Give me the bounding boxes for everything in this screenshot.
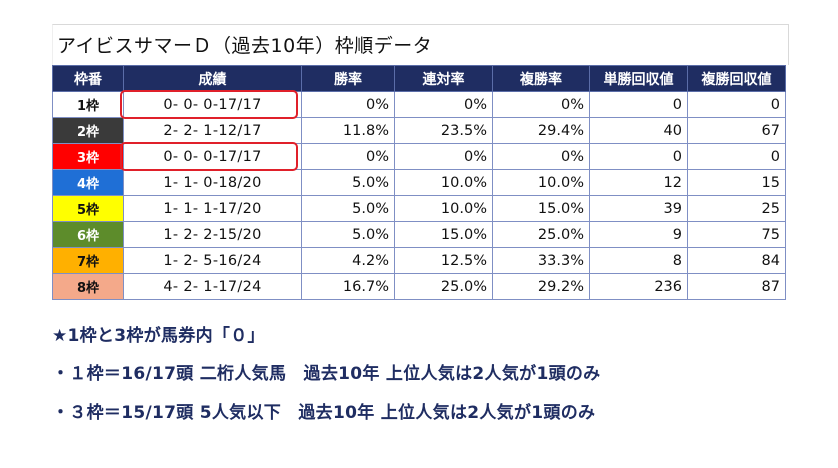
win-rate-cell: 4.2%: [301, 247, 395, 274]
table-row: 5枠 1- 1- 1-17/20 5.0% 10.0% 15.0% 39 25: [52, 195, 786, 222]
table-row: 3枠 0- 0- 0-17/17 0% 0% 0% 0 0: [52, 143, 786, 170]
tansho-return-cell: 8: [589, 247, 688, 274]
header-rentai-rate: 連対率: [394, 65, 493, 92]
table-row: 8枠 4- 2- 1-17/24 16.7% 25.0% 29.2% 236 8…: [52, 273, 786, 300]
header-win-rate: 勝率: [301, 65, 395, 92]
table-row: 7枠 1- 2- 5-16/24 4.2% 12.5% 33.3% 8 84: [52, 247, 786, 274]
fukusho-return-cell: 0: [687, 91, 786, 118]
page-title: アイビスサマーＤ（過去10年）枠順データ: [57, 35, 433, 57]
header-record: 成績: [123, 65, 302, 92]
fukusho-rate-cell: 25.0%: [492, 221, 590, 248]
rentai-rate-cell: 0%: [394, 91, 493, 118]
tansho-return-cell: 0: [589, 143, 688, 170]
record-cell: 2- 2- 1-12/17: [123, 117, 302, 144]
rentai-rate-cell: 23.5%: [394, 117, 493, 144]
title-box: [52, 24, 789, 65]
rentai-rate-cell: 0%: [394, 143, 493, 170]
fukusho-rate-cell: 0%: [492, 91, 590, 118]
fukusho-rate-cell: 10.0%: [492, 169, 590, 196]
highlight-box-waku3: [120, 142, 298, 171]
waku-cell: 1枠: [52, 91, 124, 118]
win-rate-cell: 11.8%: [301, 117, 395, 144]
fukusho-return-cell: 87: [687, 273, 786, 300]
rentai-rate-cell: 12.5%: [394, 247, 493, 274]
header-fukusho-return: 複勝回収値: [687, 65, 786, 92]
header-waku: 枠番: [52, 65, 124, 92]
fukusho-rate-cell: 15.0%: [492, 195, 590, 222]
tansho-return-cell: 40: [589, 117, 688, 144]
note-waku1: ・１枠＝16/17頭 二桁人気馬 過去10年 上位人気は2人気が1頭のみ: [52, 364, 601, 384]
header-fukusho-rate: 複勝率: [492, 65, 590, 92]
fukusho-return-cell: 84: [687, 247, 786, 274]
fukusho-return-cell: 25: [687, 195, 786, 222]
record-cell: 1- 2- 2-15/20: [123, 221, 302, 248]
note-headline: ★1枠と3枠が馬券内「０」: [52, 326, 265, 346]
tansho-return-cell: 9: [589, 221, 688, 248]
win-rate-cell: 16.7%: [301, 273, 395, 300]
fukusho-rate-cell: 29.2%: [492, 273, 590, 300]
waku-data-table: 枠番 成績 勝率 連対率 複勝率 単勝回収値 複勝回収値 1枠 0- 0- 0-…: [52, 65, 786, 300]
fukusho-rate-cell: 0%: [492, 143, 590, 170]
header-tansho-return: 単勝回収値: [589, 65, 688, 92]
table-row: 6枠 1- 2- 2-15/20 5.0% 15.0% 25.0% 9 75: [52, 221, 786, 248]
waku-cell: 2枠: [52, 117, 124, 144]
win-rate-cell: 5.0%: [301, 221, 395, 248]
tansho-return-cell: 0: [589, 91, 688, 118]
waku-cell: 4枠: [52, 169, 124, 196]
waku-cell: 5枠: [52, 195, 124, 222]
table-header-row: 枠番 成績 勝率 連対率 複勝率 単勝回収値 複勝回収値: [52, 65, 786, 92]
fukusho-rate-cell: 29.4%: [492, 117, 590, 144]
waku-cell: 6枠: [52, 221, 124, 248]
rentai-rate-cell: 15.0%: [394, 221, 493, 248]
tansho-return-cell: 39: [589, 195, 688, 222]
fukusho-return-cell: 0: [687, 143, 786, 170]
win-rate-cell: 5.0%: [301, 195, 395, 222]
rentai-rate-cell: 10.0%: [394, 169, 493, 196]
waku-cell: 3枠: [52, 143, 124, 170]
rentai-rate-cell: 25.0%: [394, 273, 493, 300]
record-cell: 4- 2- 1-17/24: [123, 273, 302, 300]
highlight-box-waku1: [120, 90, 298, 119]
win-rate-cell: 0%: [301, 91, 395, 118]
table-row: 1枠 0- 0- 0-17/17 0% 0% 0% 0 0: [52, 91, 786, 118]
tansho-return-cell: 236: [589, 273, 688, 300]
table-row: 2枠 2- 2- 1-12/17 11.8% 23.5% 29.4% 40 67: [52, 117, 786, 144]
fukusho-rate-cell: 33.3%: [492, 247, 590, 274]
win-rate-cell: 5.0%: [301, 169, 395, 196]
note-waku3: ・３枠＝15/17頭 5人気以下 過去10年 上位人気は2人気が1頭のみ: [52, 403, 596, 423]
table-row: 4枠 1- 1- 0-18/20 5.0% 10.0% 10.0% 12 15: [52, 169, 786, 196]
fukusho-return-cell: 67: [687, 117, 786, 144]
fukusho-return-cell: 75: [687, 221, 786, 248]
fukusho-return-cell: 15: [687, 169, 786, 196]
win-rate-cell: 0%: [301, 143, 395, 170]
rentai-rate-cell: 10.0%: [394, 195, 493, 222]
record-cell: 1- 1- 0-18/20: [123, 169, 302, 196]
record-cell: 0- 0- 0-17/17: [123, 143, 302, 170]
record-cell: 1- 2- 5-16/24: [123, 247, 302, 274]
tansho-return-cell: 12: [589, 169, 688, 196]
waku-cell: 7枠: [52, 247, 124, 274]
waku-cell: 8枠: [52, 273, 124, 300]
record-cell: 1- 1- 1-17/20: [123, 195, 302, 222]
